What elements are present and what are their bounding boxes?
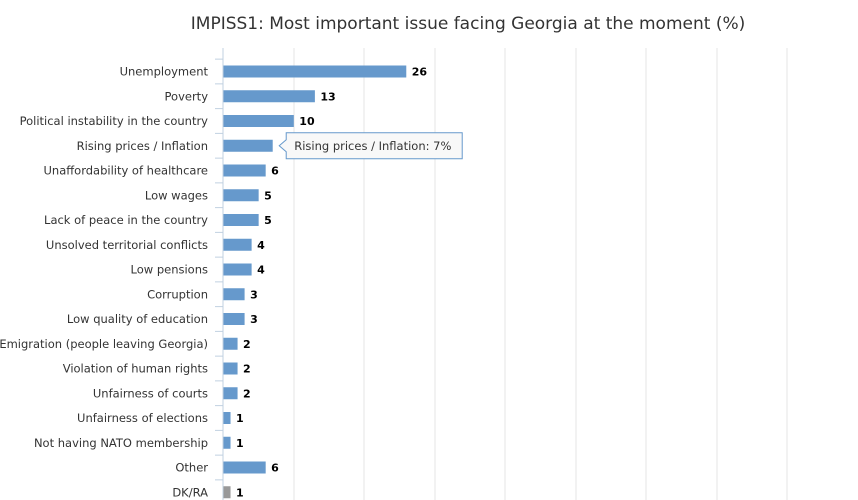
category-label: Not having NATO membership xyxy=(34,436,208,450)
data-label: 2 xyxy=(243,338,251,351)
bar[interactable] xyxy=(223,164,266,177)
category-label: Poverty xyxy=(165,89,209,103)
category-label: Emigration (people leaving Georgia) xyxy=(0,337,208,351)
category-label: Unfairness of courts xyxy=(93,386,208,400)
bar[interactable] xyxy=(223,214,259,226)
category-label: Unemployment xyxy=(120,65,209,79)
data-label: 4 xyxy=(257,264,265,277)
data-label: 10 xyxy=(299,115,315,128)
bar[interactable] xyxy=(223,139,273,152)
category-label: Rising prices / Inflation xyxy=(77,139,208,153)
bar[interactable] xyxy=(223,362,238,375)
data-label: 6 xyxy=(271,462,279,475)
category-label: Violation of human rights xyxy=(63,362,208,376)
bar[interactable] xyxy=(223,115,294,127)
data-label: 6 xyxy=(271,165,279,178)
bar[interactable] xyxy=(223,238,252,251)
category-label: Unsolved territorial conflicts xyxy=(46,238,208,252)
data-label: 3 xyxy=(250,313,258,326)
category-label: DK/RA xyxy=(172,485,208,499)
bar[interactable] xyxy=(223,189,259,202)
category-label: Low pensions xyxy=(131,263,208,277)
chart-title: IMPISS1: Most important issue facing Geo… xyxy=(191,14,745,34)
data-label: 13 xyxy=(320,90,335,103)
grid-lines xyxy=(222,48,788,500)
bar[interactable] xyxy=(223,313,245,325)
data-label: 5 xyxy=(264,214,272,227)
data-label: 26 xyxy=(412,66,428,79)
category-label: Unfairness of elections xyxy=(77,411,208,425)
bar[interactable] xyxy=(223,288,245,301)
data-label: 4 xyxy=(257,239,265,252)
bar[interactable] xyxy=(223,65,407,78)
category-label: Corruption xyxy=(147,287,208,301)
bar[interactable] xyxy=(223,90,315,103)
bar[interactable] xyxy=(223,412,231,424)
bar[interactable] xyxy=(223,436,231,449)
bar[interactable] xyxy=(223,337,238,350)
data-label: 2 xyxy=(243,363,251,376)
bar[interactable] xyxy=(223,461,266,474)
tooltip-box xyxy=(278,132,463,160)
category-label: Political instability in the country xyxy=(20,114,209,128)
category-label: Lack of peace in the country xyxy=(44,213,208,227)
category-axis: Unemployment Poverty Political instability… xyxy=(0,58,223,499)
bar[interactable] xyxy=(223,387,238,400)
data-label: 5 xyxy=(264,189,272,202)
category-label: Low quality of education xyxy=(67,312,208,326)
category-label: Low wages xyxy=(145,188,208,202)
category-label: Other xyxy=(175,461,208,475)
data-label: 3 xyxy=(250,288,258,301)
tooltip: Rising prices / Inflation: 7% xyxy=(278,132,463,160)
bar[interactable] xyxy=(223,263,252,276)
category-label: Unaffordability of healthcare xyxy=(43,164,208,178)
data-label: 1 xyxy=(236,437,244,450)
data-label: 2 xyxy=(243,387,251,400)
data-label: 1 xyxy=(236,412,244,425)
bar[interactable] xyxy=(223,486,231,499)
tooltip-text: Rising prices / Inflation: 7% xyxy=(294,139,451,153)
data-label: 1 xyxy=(236,486,244,499)
